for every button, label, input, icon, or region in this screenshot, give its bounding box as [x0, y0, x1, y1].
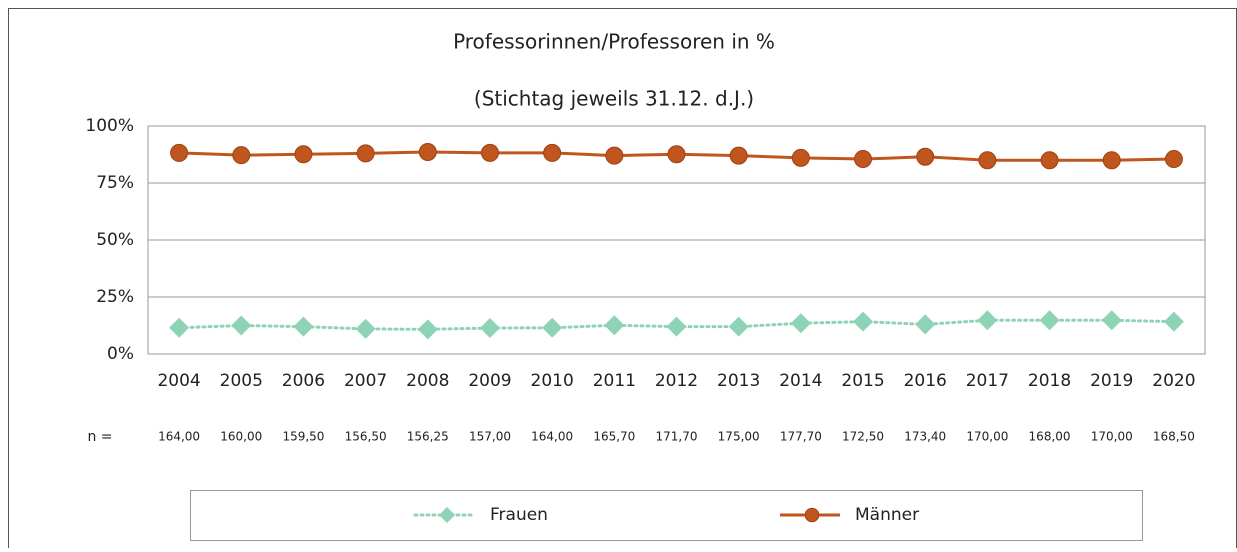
x-tick-label: 2015	[841, 371, 884, 391]
n-label: n =	[87, 429, 112, 445]
x-tick-label: 2018	[1028, 371, 1071, 391]
x-tick-label: 2014	[779, 371, 822, 391]
n-value: 175,00	[718, 430, 760, 444]
data-point	[1101, 310, 1122, 331]
data-point	[667, 145, 686, 164]
x-tick-label: 2013	[717, 371, 760, 391]
data-point	[417, 319, 438, 340]
data-point	[418, 142, 437, 161]
x-tick-label: 2012	[655, 371, 698, 391]
x-tick-label: 2007	[344, 371, 387, 391]
x-tick-label: 2008	[406, 371, 449, 391]
legend-box	[190, 490, 1143, 541]
y-tick-label: 100%	[85, 116, 134, 136]
n-value: 164,00	[531, 430, 573, 444]
x-tick-label: 2010	[531, 371, 574, 391]
data-point	[231, 315, 252, 336]
n-value: 172,50	[842, 430, 884, 444]
n-value: 177,70	[780, 430, 822, 444]
data-point	[790, 313, 811, 334]
data-point	[666, 316, 687, 337]
data-point	[232, 146, 251, 165]
x-tick-label: 2017	[966, 371, 1009, 391]
n-value: 173,40	[904, 430, 946, 444]
data-point	[543, 143, 562, 162]
data-point	[604, 315, 625, 336]
legend-label: Frauen	[490, 505, 548, 525]
y-tick-label: 50%	[96, 230, 134, 250]
data-point	[355, 318, 376, 339]
y-tick-label: 25%	[96, 287, 134, 307]
x-tick-label: 2005	[220, 371, 263, 391]
data-point	[1164, 150, 1183, 169]
n-value: 156,50	[345, 430, 387, 444]
x-tick-label: 2009	[468, 371, 511, 391]
data-point	[728, 316, 749, 337]
n-value: 164,00	[158, 430, 200, 444]
chart-title: Professorinnen/Professoren in %	[453, 30, 775, 54]
n-value: 170,00	[1091, 430, 1133, 444]
data-point	[977, 310, 998, 331]
chart-border	[8, 8, 1237, 552]
data-point	[1163, 311, 1184, 332]
n-value: 168,00	[1029, 430, 1071, 444]
data-point	[480, 143, 499, 162]
y-tick-label: 75%	[96, 173, 134, 193]
data-point	[293, 316, 314, 337]
data-point	[1102, 151, 1121, 170]
n-value: 171,70	[656, 430, 698, 444]
data-point	[915, 314, 936, 335]
data-point	[1040, 151, 1059, 170]
data-point	[978, 151, 997, 170]
data-point	[169, 317, 190, 338]
legend-marker	[804, 507, 820, 523]
data-point	[916, 147, 935, 166]
data-point	[853, 311, 874, 332]
data-point	[479, 318, 500, 339]
n-value: 159,50	[282, 430, 324, 444]
n-value: 156,25	[407, 430, 449, 444]
n-value: 160,00	[220, 430, 262, 444]
n-value: 165,70	[593, 430, 635, 444]
n-value: 157,00	[469, 430, 511, 444]
legend-label: Männer	[855, 505, 919, 525]
x-tick-label: 2020	[1152, 371, 1195, 391]
y-tick-label: 0%	[107, 344, 134, 364]
data-point	[542, 317, 563, 338]
x-tick-label: 2011	[593, 371, 636, 391]
data-point	[170, 143, 189, 162]
legend-marker	[439, 507, 455, 523]
data-point	[356, 144, 375, 163]
data-point	[854, 150, 873, 169]
n-value: 170,00	[966, 430, 1008, 444]
data-point	[729, 146, 748, 165]
data-point	[791, 148, 810, 167]
data-point	[294, 145, 313, 164]
n-value: 168,50	[1153, 430, 1195, 444]
x-tick-label: 2016	[904, 371, 947, 391]
x-tick-label: 2004	[157, 371, 200, 391]
data-point	[1039, 310, 1060, 331]
data-point	[605, 146, 624, 165]
x-tick-label: 2006	[282, 371, 325, 391]
chart-subtitle: (Stichtag jeweils 31.12. d.J.)	[474, 87, 754, 111]
x-tick-label: 2019	[1090, 371, 1133, 391]
